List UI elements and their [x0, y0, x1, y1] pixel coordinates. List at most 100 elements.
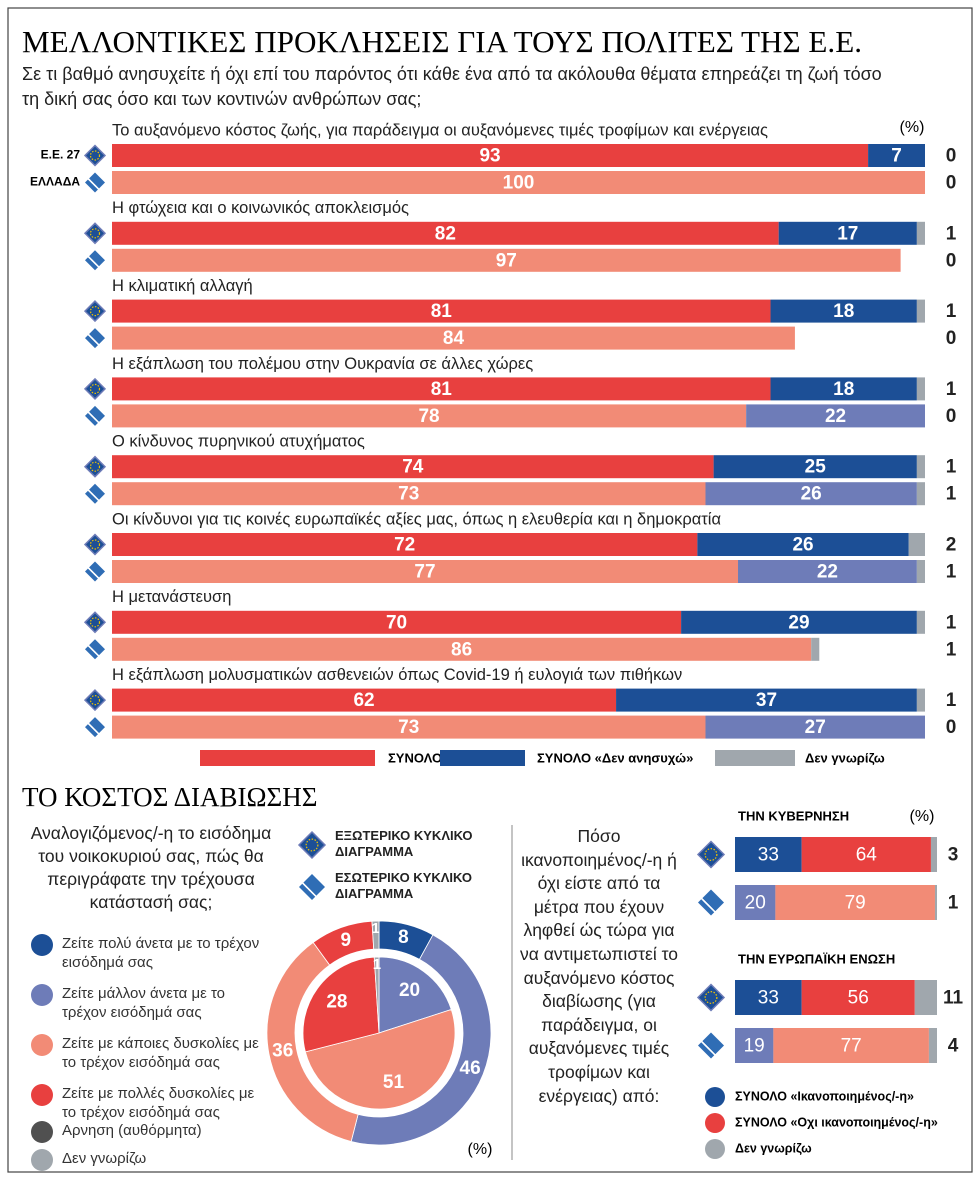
gr-icon-stripe: [93, 650, 103, 660]
legend-marker: [31, 1149, 53, 1171]
bar-segment: [916, 610, 925, 634]
legend-label: ΣΥΝΟΛΟ «Οχι ικανοποιημένος/-η»: [735, 1115, 938, 1129]
bar-value-label: 19: [744, 1036, 765, 1057]
bar-segment: [775, 885, 935, 920]
category-label: Η εξάπλωση μολυσματικών ασθενειών όπως C…: [112, 666, 682, 684]
bar-value-label: 22: [825, 406, 846, 427]
dont-know-label: 1: [946, 690, 957, 711]
bar-segment: [773, 1028, 929, 1063]
legend-label: Δεν γνωρίζω: [735, 1141, 812, 1155]
gr-icon-stripe: [93, 339, 103, 349]
bar-value-label: 86: [451, 639, 472, 660]
eu-icon-stars: [704, 991, 718, 1004]
eu-icon-stars: [89, 306, 101, 317]
gr-icon: [85, 483, 105, 504]
bar-segment: [112, 248, 901, 272]
eu-icon: [83, 689, 107, 712]
gr-icon-stripe: [93, 573, 103, 582]
bar-segment: [112, 404, 747, 428]
subtitle: Σε τι βαθμό ανησυχείτε ή όχι επί του παρ…: [22, 64, 882, 109]
bar-segment: [112, 171, 925, 194]
legend-label: Αρνηση (αυθόρμητα): [62, 1122, 202, 1139]
gr-icon: [85, 405, 105, 426]
ring-name: ΕΞΩΤΕΡΙΚΟ ΚΥΚΛΙΚΟ ΔΙΑΓΡΑΜΜΑ: [335, 828, 473, 859]
pie-slice: [302, 956, 380, 1053]
legend-swatch: [200, 750, 375, 766]
pie-slice: [371, 920, 380, 950]
gr-icon-stripe: [93, 417, 103, 427]
gr-icon: [85, 328, 105, 349]
bar-segment: [934, 885, 937, 920]
category-label: ΤΗΝ ΚΥΒΕΡΝΗΣΗ: [738, 808, 849, 823]
dont-know-label: 0: [946, 406, 957, 427]
dont-know-label: 2: [946, 535, 957, 556]
bar-segment: [916, 455, 925, 479]
dont-know-label: 1: [946, 379, 957, 400]
gr-icon-stripe: [93, 184, 103, 193]
bar-value-label: 82: [435, 223, 456, 244]
slice-label: 20: [399, 980, 420, 1001]
eu-icon-stars: [305, 838, 319, 852]
legend-label: Ζείτε με πολλές δυσκολίες με το τρέχον ε…: [62, 1085, 255, 1121]
dont-know-label: 3: [948, 845, 959, 866]
eu-icon: [83, 455, 107, 478]
gr-icon: [85, 172, 105, 193]
category-label: Οι κίνδυνοι για τις κοινές ευρωπαϊκές αξ…: [112, 510, 721, 528]
bar-segment: [868, 144, 925, 167]
eu-icon-stars: [89, 383, 101, 394]
legend-marker: [705, 1113, 725, 1133]
eu-icon: [83, 222, 107, 245]
eu-icon: [83, 144, 107, 167]
eu-icon: [696, 983, 726, 1012]
gr-icon: [299, 874, 325, 900]
group-label: ΕΛΛΑΔΑ: [30, 175, 80, 189]
bar-value-label: 73: [398, 484, 419, 505]
bar-segment: [746, 404, 925, 428]
dont-know-label: 0: [946, 717, 957, 738]
bar-value-label: 27: [805, 717, 826, 738]
bar-segment: [112, 299, 771, 323]
eu-icon: [83, 533, 107, 556]
legend-swatch: [440, 750, 525, 766]
bar-segment: [811, 637, 820, 661]
bar-value-label: 37: [756, 690, 777, 711]
bar-value-label: 22: [817, 562, 838, 583]
bar-value-label: 33: [758, 988, 779, 1009]
legend-label: ΣΥΝΟΛΟ «Δεν ανησυχώ»: [537, 750, 693, 765]
unit-label: (%): [900, 119, 925, 136]
bar-segment: [735, 885, 776, 920]
legend-marker: [705, 1139, 725, 1159]
pie-question: Αναλογιζόμενος/-η το εισόδημα του νοικοκ…: [30, 823, 272, 912]
eu-icon-stars: [89, 694, 101, 706]
bar-value-label: 72: [394, 535, 415, 556]
bar-value-label: 7: [891, 146, 902, 167]
legend-marker: [31, 1084, 53, 1106]
bar-segment: [112, 482, 706, 506]
dont-know-label: 1: [946, 484, 957, 505]
gr-icon-stripe: [93, 728, 103, 738]
dont-know-label: 0: [946, 328, 957, 349]
gr-icon: [85, 717, 105, 738]
bar-value-label: 56: [848, 988, 869, 1009]
bar-segment: [713, 455, 917, 479]
bar-value-label: 81: [431, 379, 453, 400]
pie-slice: [378, 956, 452, 1034]
bar-segment: [705, 715, 925, 739]
bar-value-label: 18: [833, 379, 854, 400]
bar-value-label: 62: [353, 690, 374, 711]
slice-label: 46: [460, 1058, 481, 1079]
slice-label: 28: [326, 991, 347, 1012]
legend-swatch: [715, 750, 795, 766]
eu-icon: [83, 300, 107, 323]
bar-value-label: 84: [443, 328, 465, 349]
slice-label: 1: [372, 920, 380, 937]
bar-segment: [112, 688, 617, 712]
legend-label: Ζείτε πολύ άνετα με το τρέχον εισόδημά σ…: [62, 935, 260, 971]
eu-icon: [696, 840, 726, 869]
bar-value-label: 73: [398, 717, 419, 738]
bar-value-label: 74: [402, 457, 424, 478]
bar-segment: [735, 837, 802, 872]
bar-segment: [908, 533, 925, 556]
